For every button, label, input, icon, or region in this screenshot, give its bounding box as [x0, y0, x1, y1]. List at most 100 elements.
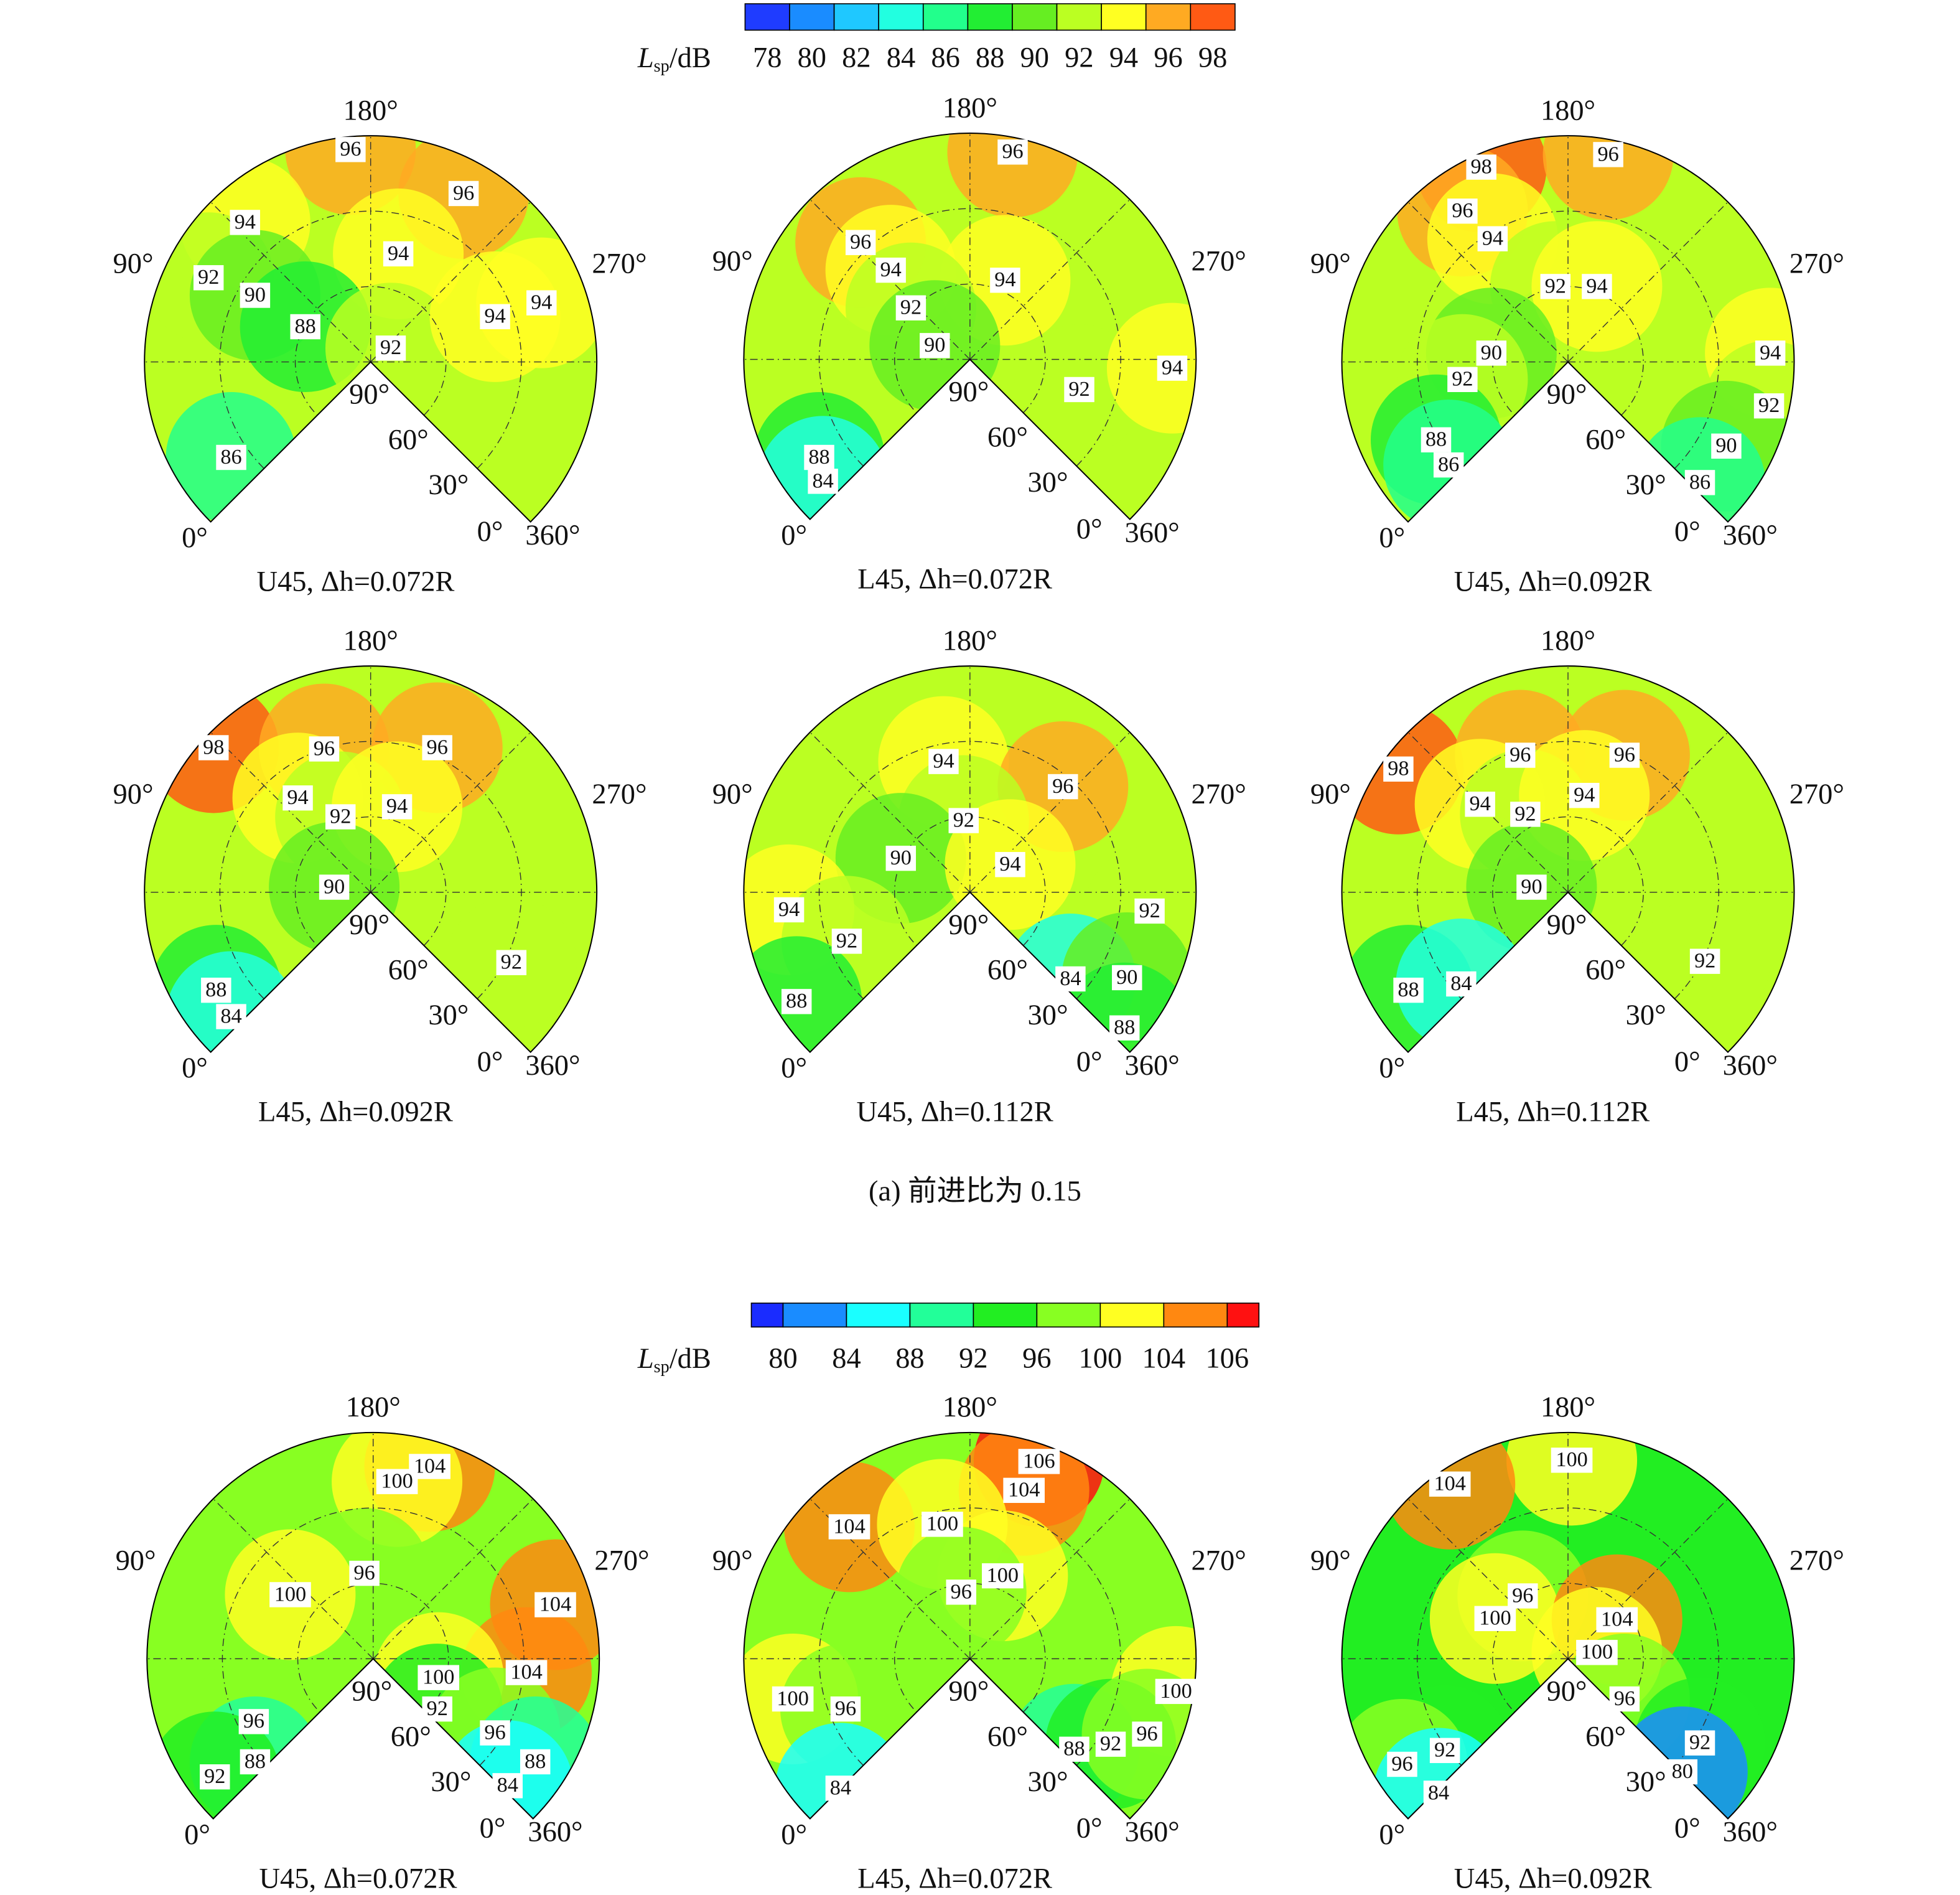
contour-label: 84 [830, 1776, 851, 1799]
contour-label-box [505, 1660, 548, 1685]
contour-label-box [995, 852, 1025, 877]
contour-label-box [335, 137, 366, 162]
contour-label-box [1551, 1448, 1593, 1473]
panel-outline [743, 133, 1197, 520]
polar-grid [894, 816, 1046, 946]
angle-label: 0° [1076, 1046, 1103, 1078]
angle-label: 0° [1674, 1046, 1701, 1078]
contour-label: 104 [1008, 1478, 1040, 1502]
contour-label: 90 [324, 874, 345, 898]
contour-label: 92 [1139, 899, 1160, 922]
contour-label: 96 [835, 1696, 856, 1720]
contour-label-box [982, 1563, 1024, 1589]
contour-label-box [772, 1686, 814, 1712]
angle-label: 180° [343, 625, 398, 657]
contour-label: 92 [1452, 367, 1473, 391]
contour-label: 92 [1758, 393, 1780, 417]
colorbar-tick-label: 84 [887, 42, 915, 74]
contour-label: 94 [999, 852, 1020, 876]
angle-label: 90° [948, 909, 989, 941]
angle-label: 0° [182, 522, 208, 554]
angle-label: 180° [1541, 95, 1595, 126]
angle-label: 30° [428, 469, 469, 501]
panel-caption: U45, Δh=0.072R [256, 566, 454, 598]
contour-label: 100 [422, 1665, 454, 1689]
polar-grid [810, 1498, 971, 1659]
angle-label: 90° [1310, 248, 1351, 280]
angle-label: 270° [1790, 1545, 1844, 1577]
colorbar-label-sub: sp [654, 57, 670, 77]
colorbar-label-unit: /dB [670, 42, 711, 74]
panel-caption: U45, Δh=0.092R [1454, 1863, 1652, 1894]
contour-label-box [1684, 1730, 1715, 1756]
contour-label: 100 [274, 1582, 306, 1606]
angle-label: 90° [1546, 379, 1587, 411]
contour-label: 88 [525, 1749, 546, 1773]
contour-label: 94 [1760, 340, 1781, 364]
contour-label: 84 [1060, 966, 1081, 990]
panel-caption: L45, Δh=0.072R [857, 1863, 1052, 1894]
angle-label: 360° [525, 1050, 580, 1082]
panel-outline [144, 135, 598, 523]
contour-label-box [480, 1720, 510, 1746]
colorbar-cell [1101, 3, 1147, 31]
angle-label: 360° [525, 520, 580, 551]
angle-label: 60° [1585, 1721, 1626, 1752]
polar-grid [1567, 732, 1729, 893]
angle-label: 0° [1379, 1819, 1405, 1851]
contour-label-box [1433, 452, 1464, 478]
contour-label-box [946, 1579, 976, 1605]
contour-label-box [1429, 1738, 1460, 1763]
angle-label: 0° [1674, 516, 1701, 548]
panel-outline [146, 1431, 600, 1820]
angle-label: 90° [1310, 779, 1351, 810]
contour-label: 94 [287, 785, 308, 809]
contour-label: 88 [1114, 1016, 1135, 1039]
contour-label-box [1429, 1471, 1471, 1497]
contour-label: 100 [777, 1687, 808, 1710]
angle-label: 360° [1723, 520, 1778, 551]
contour-label: 96 [1512, 1583, 1533, 1607]
contour-label: 92 [1434, 1738, 1455, 1762]
contour-label: 92 [1100, 1732, 1121, 1756]
contour-label: 92 [1545, 274, 1566, 297]
angle-label: 360° [1723, 1817, 1778, 1848]
polar-grid [297, 1583, 449, 1713]
contour-label-box [193, 265, 224, 291]
contour-label: 86 [220, 445, 241, 469]
contour-label: 96 [1510, 742, 1531, 766]
contour-label-box [1508, 1583, 1538, 1609]
contour-label: 90 [924, 333, 945, 357]
angle-label: 180° [943, 625, 997, 657]
angle-label: 360° [1723, 1050, 1778, 1082]
contour-label: 96 [1614, 1687, 1635, 1710]
contour-label-box [201, 977, 231, 1003]
contour-label-box [282, 785, 313, 811]
angle-label: 90° [712, 1545, 753, 1577]
colorbar-cell [789, 3, 835, 31]
contour-label: 104 [414, 1454, 446, 1477]
colorbar-tick-label: 96 [1154, 42, 1182, 74]
contour-label-box [309, 736, 340, 762]
contour-label-box [480, 304, 510, 330]
contour-label-box [381, 794, 413, 820]
contour-label: 100 [1160, 1679, 1192, 1703]
colorbar-label-sub: sp [654, 1357, 670, 1377]
contour-label-box [375, 335, 406, 361]
angle-label: 0° [477, 1046, 503, 1078]
contour-label: 104 [1434, 1472, 1465, 1495]
angle-label: 60° [388, 955, 429, 986]
contour-label: 104 [833, 1514, 865, 1538]
angle-label: 60° [1585, 424, 1626, 456]
angle-label: 270° [594, 1545, 649, 1577]
polar-grid [1567, 202, 1729, 363]
colorbar-cell [846, 1303, 911, 1328]
contour-label-box [1055, 966, 1086, 992]
angle-label: 180° [343, 95, 398, 126]
contour-label-box [804, 444, 834, 470]
colorbar-tick-label: 100 [1079, 1342, 1122, 1374]
contour-label: 84 [812, 469, 833, 492]
